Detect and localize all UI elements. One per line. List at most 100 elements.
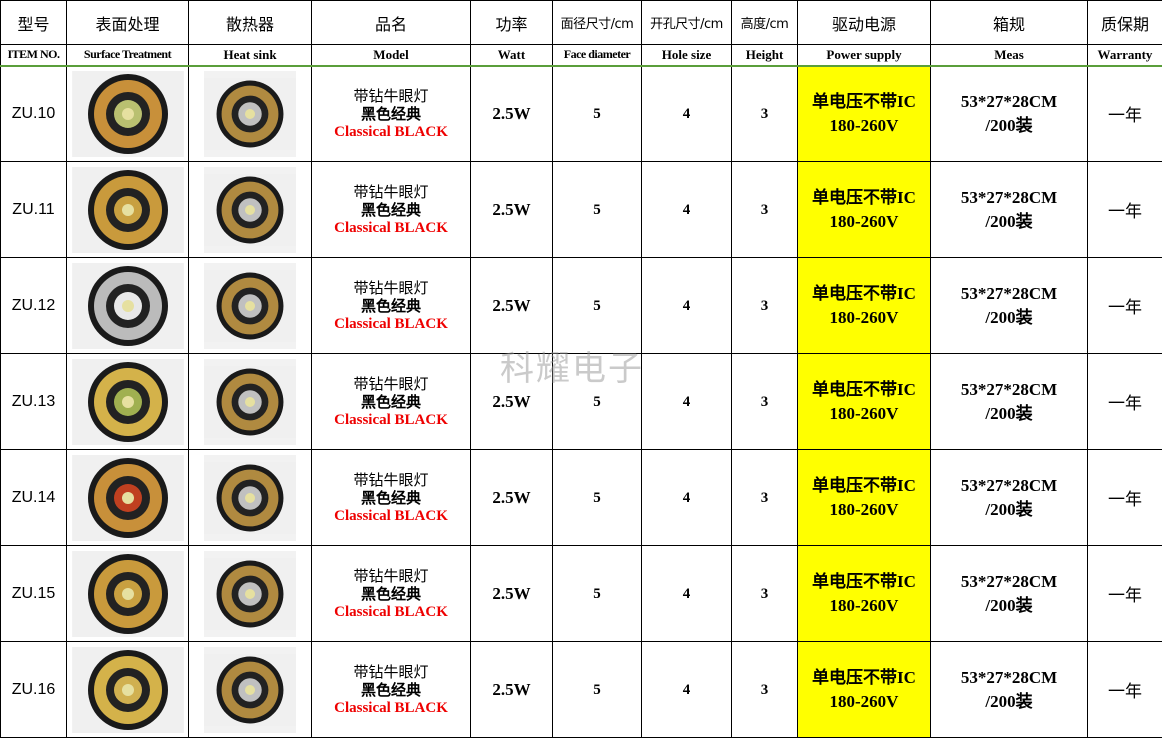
header-en: Model [312, 45, 471, 66]
model-cn2: 黑色经典 [312, 681, 470, 699]
item-no: ZU.12 [1, 258, 67, 354]
header-en: ITEM NO. [1, 45, 67, 66]
product-photo [72, 359, 184, 445]
power-supply-voltage: 180-260V [798, 210, 930, 234]
face-diameter: 5 [553, 354, 642, 450]
power-supply-voltage: 180-260V [798, 498, 930, 522]
product-photo [204, 551, 296, 637]
height: 3 [732, 450, 798, 546]
product-photo [204, 167, 296, 253]
model-cn2: 黑色经典 [312, 489, 470, 507]
meas-size: 53*27*28CM [931, 90, 1087, 114]
meas-size: 53*27*28CM [931, 474, 1087, 498]
meas-size: 53*27*28CM [931, 282, 1087, 306]
power-supply-type: 单电压不带IC [798, 90, 930, 114]
header-en: Watt [471, 45, 553, 66]
model-en: Classical BLACK [312, 219, 470, 237]
header-en: Power supply [798, 45, 931, 66]
header-row-en: ITEM NO. Surface Treatment Heat sink Mod… [1, 45, 1162, 66]
header-cn: 高度/cm [732, 1, 798, 45]
face-diameter: 5 [553, 258, 642, 354]
heat-sink-image [189, 66, 312, 162]
heat-sink-image [189, 642, 312, 738]
header-en: Surface Treatment [67, 45, 189, 66]
header-cn: 表面处理 [67, 1, 189, 45]
header-cn: 开孔尺寸/cm [642, 1, 732, 45]
heat-sink-image [189, 546, 312, 642]
hole-size: 4 [642, 354, 732, 450]
meas-qty: /200装 [931, 594, 1087, 618]
header-en: Meas [931, 45, 1088, 66]
power-supply-type: 单电压不带IC [798, 474, 930, 498]
model-cn2: 黑色经典 [312, 393, 470, 411]
model-en: Classical BLACK [312, 411, 470, 429]
model-en: Classical BLACK [312, 507, 470, 525]
meas-qty: /200装 [931, 306, 1087, 330]
hole-size: 4 [642, 642, 732, 738]
item-no: ZU.13 [1, 354, 67, 450]
product-photo [72, 647, 184, 733]
header-cn: 型号 [1, 1, 67, 45]
power-supply-type: 单电压不带IC [798, 666, 930, 690]
meas-qty: /200装 [931, 114, 1087, 138]
model-cn1: 带钻牛眼灯 [312, 567, 470, 585]
header-cn: 驱动电源 [798, 1, 931, 45]
hole-size: 4 [642, 450, 732, 546]
meas: 53*27*28CM/200装 [931, 450, 1088, 546]
height: 3 [732, 546, 798, 642]
hole-size: 4 [642, 162, 732, 258]
meas-qty: /200装 [931, 498, 1087, 522]
heat-sink-image [189, 258, 312, 354]
warranty: 一年 [1088, 642, 1162, 738]
height: 3 [732, 642, 798, 738]
power-supply-voltage: 180-260V [798, 594, 930, 618]
model-en: Classical BLACK [312, 603, 470, 621]
meas-qty: /200装 [931, 690, 1087, 714]
meas-qty: /200装 [931, 402, 1087, 426]
height: 3 [732, 66, 798, 162]
watt: 2.5W [471, 354, 553, 450]
product-photo [72, 551, 184, 637]
face-diameter: 5 [553, 162, 642, 258]
surface-treatment-image [67, 354, 189, 450]
item-no: ZU.16 [1, 642, 67, 738]
header-en: Warranty [1088, 45, 1162, 66]
product-photo [72, 455, 184, 541]
hole-size: 4 [642, 258, 732, 354]
product-photo [204, 71, 296, 157]
heat-sink-image [189, 450, 312, 546]
meas-size: 53*27*28CM [931, 378, 1087, 402]
meas-size: 53*27*28CM [931, 570, 1087, 594]
face-diameter: 5 [553, 546, 642, 642]
meas-size: 53*27*28CM [931, 186, 1087, 210]
meas: 53*27*28CM/200装 [931, 546, 1088, 642]
power-supply-type: 单电压不带IC [798, 570, 930, 594]
power-supply-voltage: 180-260V [798, 690, 930, 714]
surface-treatment-image [67, 66, 189, 162]
header-cn: 箱规 [931, 1, 1088, 45]
header-row-cn: 型号 表面处理 散热器 品名 功率 面径尺寸/cm 开孔尺寸/cm 高度/cm … [1, 1, 1162, 45]
hole-size: 4 [642, 546, 732, 642]
meas: 53*27*28CM/200装 [931, 258, 1088, 354]
product-photo [72, 263, 184, 349]
product-photo [72, 167, 184, 253]
product-photo [204, 647, 296, 733]
watt: 2.5W [471, 642, 553, 738]
model-cn1: 带钻牛眼灯 [312, 279, 470, 297]
warranty: 一年 [1088, 66, 1162, 162]
warranty: 一年 [1088, 546, 1162, 642]
header-cn: 散热器 [189, 1, 312, 45]
power-supply-type: 单电压不带IC [798, 282, 930, 306]
header-cn: 品名 [312, 1, 471, 45]
